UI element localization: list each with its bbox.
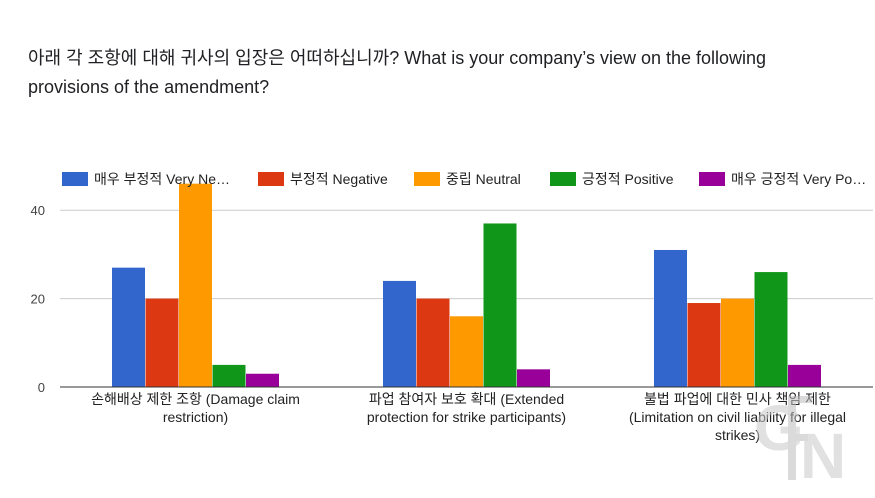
legend-swatch <box>550 172 576 186</box>
bar <box>246 373 279 387</box>
bar <box>754 272 788 387</box>
bar <box>416 298 450 387</box>
x-tick-label: 손해배상 제한 조항 (Damage claim <box>91 391 300 407</box>
bar <box>721 298 754 387</box>
y-tick-label: 40 <box>31 203 45 218</box>
bar-chart: 0 20 40 손해배상 제한 조항 (Damage claim restriction… <box>0 160 875 493</box>
legend-swatch <box>414 172 440 186</box>
bar <box>450 316 483 387</box>
bar <box>654 249 687 387</box>
bar <box>687 303 721 387</box>
watermark-logo: G N <box>754 392 846 484</box>
x-tick-label: 파업 참여자 보호 확대 (Extended <box>369 391 564 407</box>
x-tick-label: restriction) <box>163 409 228 425</box>
bar <box>179 183 212 387</box>
bar <box>483 223 517 387</box>
legend-label: 중립 Neutral <box>446 171 521 187</box>
bar <box>212 364 246 387</box>
legend-label: 부정적 Negative <box>290 171 388 187</box>
bar <box>788 364 821 387</box>
bar <box>112 267 145 387</box>
x-tick-label: 불법 파업에 대한 민사 책임 제한 <box>644 391 831 407</box>
svg-text:N: N <box>800 420 846 484</box>
y-tick-label: 20 <box>31 292 45 307</box>
bar <box>517 369 550 387</box>
bar <box>145 298 179 387</box>
legend-swatch <box>62 172 88 186</box>
legend-label: 긍정적 Positive <box>582 171 674 187</box>
bar <box>383 280 416 387</box>
legend-swatch <box>699 172 725 186</box>
y-tick-label: 0 <box>38 380 45 395</box>
x-tick-label: strikes) <box>715 427 760 443</box>
legend-swatch <box>258 172 284 186</box>
x-tick-label: protection for strike participants) <box>367 409 566 425</box>
question-title: 아래 각 조항에 대해 귀사의 입장은 어떠하십니까? What is your… <box>28 48 767 97</box>
chart-svg: 0 20 40 손해배상 제한 조항 (Damage claim restriction… <box>31 171 873 443</box>
legend-label: 매우 부정적 Very Ne… <box>94 171 230 187</box>
legend-label: 매우 긍정적 Very Po… <box>731 171 866 187</box>
